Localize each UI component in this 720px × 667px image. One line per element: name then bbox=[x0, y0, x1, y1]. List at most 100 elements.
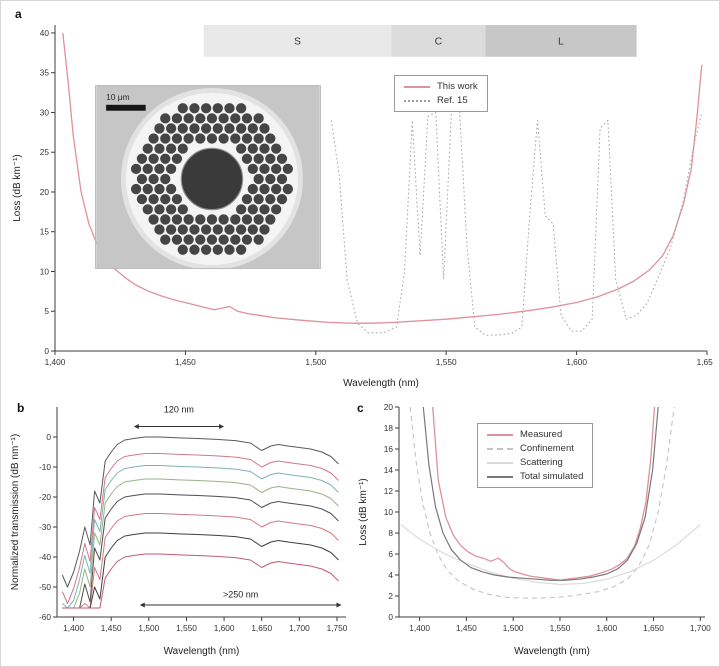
cladding-hole bbox=[195, 133, 206, 144]
cladding-hole bbox=[189, 103, 200, 114]
cladding-hole bbox=[165, 224, 177, 235]
cladding-hole bbox=[142, 204, 153, 215]
cladding-hole bbox=[154, 163, 165, 175]
cladding-hole bbox=[241, 194, 253, 205]
x-tick-label: 1,500 bbox=[138, 623, 159, 633]
legend-label: Measured bbox=[520, 429, 563, 440]
legend-item-this-work: This work bbox=[404, 81, 478, 92]
x-axis-label: Wavelength (nm) bbox=[164, 646, 240, 657]
y-tick-label: 14 bbox=[384, 465, 394, 475]
cladding-hole bbox=[247, 183, 258, 195]
legend-item-ref-15: Ref. 15 bbox=[404, 95, 478, 106]
cladding-hole bbox=[148, 153, 159, 164]
cladding-hole bbox=[165, 163, 177, 175]
band-s bbox=[203, 25, 392, 57]
y-tick-label: -20 bbox=[39, 492, 51, 502]
cladding-hole bbox=[235, 224, 247, 235]
legend-line-sample bbox=[404, 85, 430, 88]
x-tick-label: 1,600 bbox=[596, 623, 617, 633]
y-tick-label: 0 bbox=[388, 612, 393, 622]
cladding-hole bbox=[241, 153, 253, 164]
y-tick-label: 0 bbox=[44, 346, 49, 356]
loss-simulation-chart: 1,400 1,450 1,500 1,550 1,600 1,650 1,700 0 2 4 6 8… bbox=[358, 402, 711, 657]
cladding-hole bbox=[224, 103, 235, 114]
cladding-hole bbox=[235, 103, 247, 114]
chart-a-legend: This work Ref. 15 bbox=[394, 75, 488, 112]
chart-c-legend: Measured Confinement Scattering Total simul… bbox=[477, 423, 594, 488]
y-tick-label: 20 bbox=[384, 402, 394, 412]
cladding-hole bbox=[160, 133, 171, 144]
cladding-hole bbox=[160, 214, 171, 225]
cladding-hole bbox=[160, 234, 171, 245]
y-tick-label: 8 bbox=[388, 528, 393, 538]
cladding-hole bbox=[200, 224, 212, 235]
y-tick-label: -40 bbox=[39, 552, 51, 562]
cladding-hole bbox=[224, 224, 235, 235]
x-tick-label: 1,650 bbox=[643, 623, 664, 633]
cladding-hole bbox=[154, 204, 165, 215]
band-c bbox=[391, 25, 486, 57]
cladding-hole bbox=[235, 123, 247, 134]
y-axis-label: Normalized transmission (dB nm⁻¹) bbox=[10, 434, 21, 590]
cladding-hole bbox=[165, 143, 177, 154]
cladding-hole bbox=[165, 204, 177, 215]
series-this-work bbox=[62, 32, 703, 324]
cladding-hole bbox=[148, 173, 159, 185]
series-ref-15 bbox=[330, 104, 703, 336]
legend-line-sample bbox=[404, 99, 430, 102]
cladding-hole bbox=[160, 194, 171, 205]
x-axis-label: Wavelength (nm) bbox=[514, 646, 590, 657]
cladding-hole bbox=[282, 183, 293, 195]
series-trace-2 bbox=[61, 453, 339, 604]
cladding-hole bbox=[212, 123, 223, 134]
cladding-hole bbox=[247, 204, 258, 215]
cladding-hole bbox=[189, 224, 200, 235]
x-tick-label: 1,400 bbox=[409, 623, 430, 633]
series-trace-7 bbox=[62, 532, 339, 609]
y-tick-label: 10 bbox=[384, 507, 394, 517]
cladding-hole bbox=[189, 244, 200, 255]
sem-image: 10 μm bbox=[95, 85, 321, 269]
series-trace-8 bbox=[62, 553, 339, 609]
cladding-hole bbox=[241, 133, 253, 144]
cladding-hole bbox=[259, 163, 270, 175]
legend-line-sample bbox=[487, 461, 513, 464]
cladding-hole bbox=[276, 194, 288, 205]
cladding-hole bbox=[253, 234, 264, 245]
y-tick-label: 18 bbox=[384, 423, 394, 433]
cladding-hole bbox=[171, 133, 183, 144]
x-tick-label: 1,550 bbox=[436, 357, 457, 367]
cladding-hole bbox=[177, 244, 188, 255]
cladding-hole bbox=[259, 123, 270, 134]
cladding-hole bbox=[165, 183, 177, 195]
y-tick-label: -30 bbox=[39, 522, 51, 532]
cladding-hole bbox=[177, 143, 188, 154]
cladding-hole bbox=[253, 173, 264, 185]
cladding-hole bbox=[177, 224, 188, 235]
x-tick-label: 1,750 bbox=[327, 623, 348, 633]
cladding-hole bbox=[165, 123, 177, 134]
cladding-hole bbox=[218, 214, 229, 225]
cladding-hole bbox=[230, 133, 241, 144]
y-tick-label: 6 bbox=[388, 549, 393, 559]
legend-label: Ref. 15 bbox=[437, 95, 468, 106]
panel-a-label: a bbox=[15, 7, 22, 21]
arrowhead-right bbox=[336, 602, 342, 608]
y-tick-label: 40 bbox=[40, 28, 50, 38]
x-tick-label: 1,550 bbox=[550, 623, 571, 633]
legend-line-sample bbox=[487, 447, 513, 450]
y-tick-label: 12 bbox=[384, 486, 394, 496]
legend-item-confinement: Confinement bbox=[487, 443, 583, 454]
cladding-hole bbox=[160, 153, 171, 164]
cladding-hole bbox=[142, 183, 153, 195]
cladding-hole bbox=[241, 113, 253, 124]
cladding-hole bbox=[271, 183, 282, 195]
y-tick-label: -50 bbox=[39, 582, 51, 592]
cladding-hole bbox=[253, 113, 264, 124]
cladding-hole bbox=[148, 133, 159, 144]
cladding-hole bbox=[271, 163, 282, 175]
cladding-hole bbox=[136, 173, 148, 185]
legend-item-total-simulated: Total simulated bbox=[487, 471, 583, 482]
cladding-hole bbox=[230, 234, 241, 245]
cladding-hole bbox=[241, 214, 253, 225]
